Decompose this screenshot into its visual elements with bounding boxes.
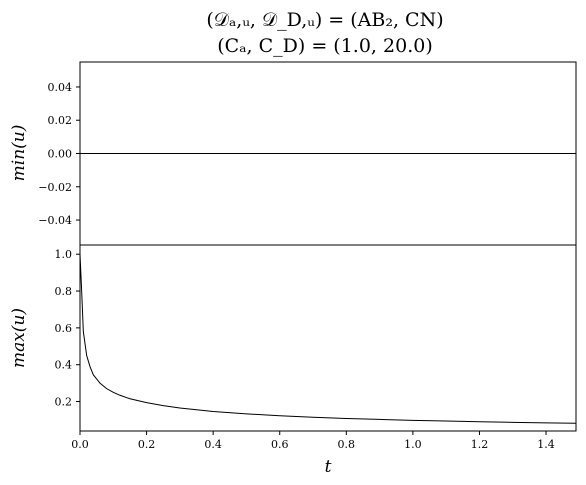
top-panel-y-tick-label: −0.02 <box>38 181 72 194</box>
x-tick-label: 0.8 <box>338 438 356 451</box>
bottom-panel-series-line <box>79 254 577 424</box>
top-panel-y-tick-label: −0.04 <box>38 214 72 227</box>
x-axis-label: t <box>325 457 332 477</box>
title-line-2: (Cₐ, C_D) = (1.0, 20.0) <box>217 35 432 57</box>
top-panel-y-tick-label: 0.02 <box>48 114 73 127</box>
chart-title: (𝒟ₐ,ᵤ, 𝒟_D,ᵤ) = (AB₂, CN) (Cₐ, C_D) = (1… <box>206 9 443 57</box>
top-panel-y-tick-label: 0.04 <box>48 81 73 94</box>
bottom-panel-frame <box>79 244 577 432</box>
bottom-panel-y-tick-label: 0.2 <box>55 396 73 409</box>
bottom-panel-y-tick-label: 0.8 <box>55 285 73 298</box>
bottom-panel-series <box>79 254 577 424</box>
bottom-panel-y-tick-label: 1.0 <box>55 248 73 261</box>
title-line-1: (𝒟ₐ,ᵤ, 𝒟_D,ᵤ) = (AB₂, CN) <box>206 9 443 31</box>
top-panel: 0.04 0.02 0.00 −0.02 −0.04 min(u) <box>9 61 577 246</box>
x-tick-label: 0.0 <box>71 438 89 451</box>
top-panel-y-tick-label: 0.00 <box>48 148 73 161</box>
x-tick-label: 0.4 <box>204 438 222 451</box>
bottom-panel-y-tick-label: 0.4 <box>55 359 73 372</box>
bottom-panel-y-tick-label: 0.6 <box>55 322 73 335</box>
top-panel-y-ticks: 0.04 0.02 0.00 −0.02 −0.04 <box>38 81 80 227</box>
x-tick-label: 0.2 <box>138 438 156 451</box>
x-tick-label: 1.2 <box>471 438 489 451</box>
bottom-panel: 1.0 0.8 0.6 0.4 0.2 0.0 0.2 0.4 0.6 0.8 1.0 1.2 1.4… <box>9 244 577 477</box>
x-ticks: 0.0 0.2 0.4 0.6 0.8 1.0 1.2 1.4 <box>71 431 555 451</box>
bottom-panel-y-ticks: 1.0 0.8 0.6 0.4 0.2 <box>55 248 80 409</box>
x-tick-label: 0.6 <box>271 438 289 451</box>
bottom-panel-y-label: max(u) <box>9 308 29 368</box>
x-tick-label: 1.0 <box>404 438 422 451</box>
x-tick-label: 1.4 <box>537 438 555 451</box>
top-panel-y-label: min(u) <box>9 125 29 182</box>
